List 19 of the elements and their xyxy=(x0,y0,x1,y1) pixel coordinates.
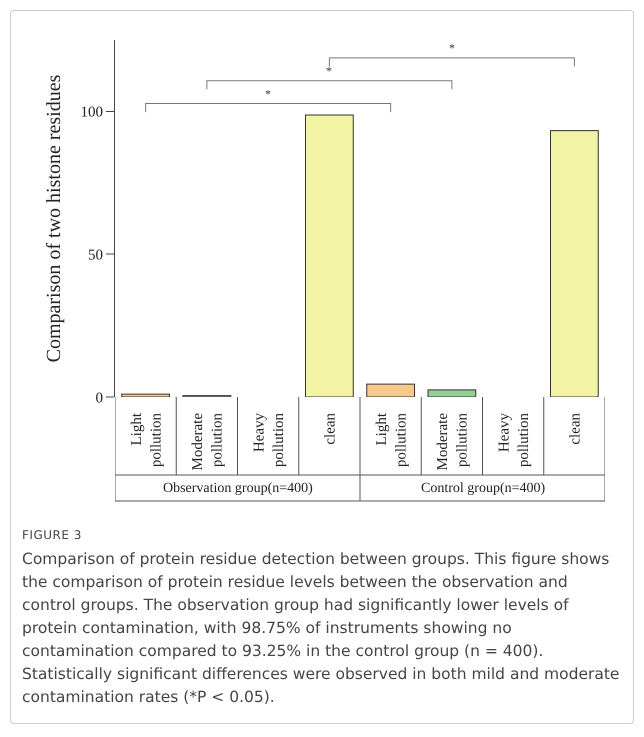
y-tick-label: 100 xyxy=(80,104,103,121)
annotation: * xyxy=(265,87,271,101)
y-tick-label: 0 xyxy=(96,390,103,406)
x-tick-label: Light pollution xyxy=(128,412,164,468)
annotation: * xyxy=(449,41,455,55)
text: Control group(n=400) xyxy=(421,481,546,496)
y-axis-title: Comparison of two histone residues xyxy=(43,74,65,362)
annotation: * xyxy=(326,64,332,78)
bar xyxy=(121,394,170,397)
text: Observation group(n=400) xyxy=(163,481,314,496)
bar xyxy=(366,384,416,397)
text: FIGURE 3 xyxy=(22,528,83,542)
bar xyxy=(304,114,354,397)
text: Comparison of protein residue detection between groups. This figure shows the comparison of protein residue levels between the observation and control groups. The observation group had significantly lower levels of protein contamination, with 98.75% of instruments showing no contamination compared to 93.25% in the control group (n = 400). Statistically significant differences were observed in both mild and moderate contamination rates (*P < 0.05). xyxy=(22,549,620,708)
bar xyxy=(427,389,476,397)
y-tick-label: 50 xyxy=(88,247,103,264)
x-tick-label: clean xyxy=(567,412,584,445)
x-tick-label: clean xyxy=(322,412,338,445)
bar xyxy=(550,130,599,397)
